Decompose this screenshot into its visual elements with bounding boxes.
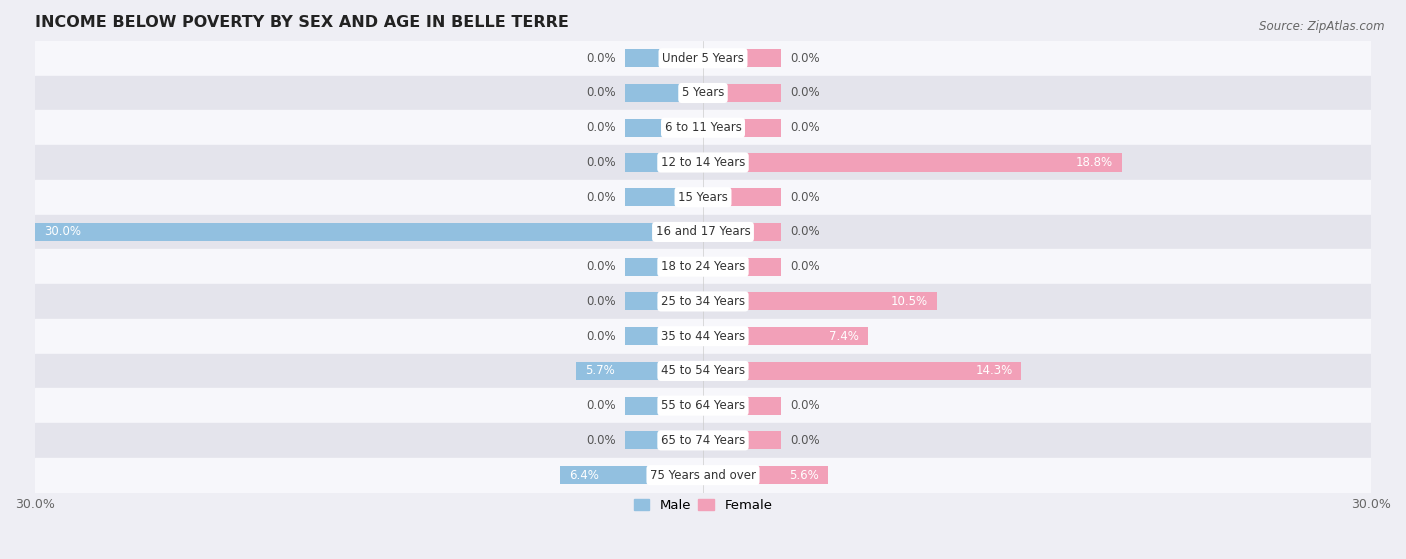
Bar — [703, 49, 780, 67]
Bar — [703, 362, 1021, 380]
Bar — [35, 458, 1371, 492]
Text: 10.5%: 10.5% — [891, 295, 928, 308]
Text: 0.0%: 0.0% — [586, 121, 616, 134]
Bar — [703, 432, 780, 449]
Bar — [626, 188, 703, 206]
Bar — [35, 353, 1371, 389]
Text: 0.0%: 0.0% — [790, 87, 820, 100]
Text: 5.6%: 5.6% — [789, 468, 818, 482]
Bar — [35, 180, 1371, 215]
Bar — [576, 362, 703, 380]
Bar — [703, 327, 868, 345]
Bar — [703, 292, 936, 310]
Text: 55 to 64 Years: 55 to 64 Years — [661, 399, 745, 412]
Text: Source: ZipAtlas.com: Source: ZipAtlas.com — [1260, 20, 1385, 32]
Text: 0.0%: 0.0% — [790, 260, 820, 273]
Bar — [561, 466, 703, 484]
Text: 0.0%: 0.0% — [790, 225, 820, 239]
Text: 65 to 74 Years: 65 to 74 Years — [661, 434, 745, 447]
Text: Under 5 Years: Under 5 Years — [662, 52, 744, 65]
Text: 0.0%: 0.0% — [790, 121, 820, 134]
Text: 5.7%: 5.7% — [585, 364, 614, 377]
Text: 14.3%: 14.3% — [976, 364, 1012, 377]
Bar — [703, 84, 780, 102]
Text: 0.0%: 0.0% — [586, 191, 616, 203]
Text: INCOME BELOW POVERTY BY SEX AND AGE IN BELLE TERRE: INCOME BELOW POVERTY BY SEX AND AGE IN B… — [35, 15, 569, 30]
Text: 35 to 44 Years: 35 to 44 Years — [661, 330, 745, 343]
Legend: Male, Female: Male, Female — [628, 494, 778, 518]
Text: 0.0%: 0.0% — [790, 399, 820, 412]
Text: 0.0%: 0.0% — [586, 52, 616, 65]
Text: 18 to 24 Years: 18 to 24 Years — [661, 260, 745, 273]
Bar — [703, 397, 780, 415]
Bar — [703, 258, 780, 276]
Text: 0.0%: 0.0% — [790, 434, 820, 447]
Bar — [626, 49, 703, 67]
Bar — [35, 423, 1371, 458]
Bar — [35, 215, 1371, 249]
Bar — [35, 389, 1371, 423]
Text: 30.0%: 30.0% — [44, 225, 80, 239]
Bar — [35, 145, 1371, 180]
Bar — [703, 188, 780, 206]
Text: 6.4%: 6.4% — [569, 468, 599, 482]
Text: 75 Years and over: 75 Years and over — [650, 468, 756, 482]
Bar — [703, 223, 780, 241]
Text: 12 to 14 Years: 12 to 14 Years — [661, 156, 745, 169]
Bar — [35, 284, 1371, 319]
Bar — [626, 154, 703, 172]
Text: 7.4%: 7.4% — [830, 330, 859, 343]
Text: 0.0%: 0.0% — [586, 295, 616, 308]
Bar — [35, 75, 1371, 110]
Bar — [35, 41, 1371, 75]
Text: 16 and 17 Years: 16 and 17 Years — [655, 225, 751, 239]
Bar — [626, 119, 703, 137]
Text: 0.0%: 0.0% — [790, 52, 820, 65]
Text: 0.0%: 0.0% — [586, 434, 616, 447]
Text: 15 Years: 15 Years — [678, 191, 728, 203]
Bar — [626, 397, 703, 415]
Text: 0.0%: 0.0% — [586, 156, 616, 169]
Bar — [703, 119, 780, 137]
Text: 0.0%: 0.0% — [586, 399, 616, 412]
Bar — [35, 319, 1371, 353]
Text: 0.0%: 0.0% — [586, 87, 616, 100]
Text: 0.0%: 0.0% — [790, 191, 820, 203]
Text: 25 to 34 Years: 25 to 34 Years — [661, 295, 745, 308]
Bar — [626, 432, 703, 449]
Bar — [626, 258, 703, 276]
Bar — [703, 466, 828, 484]
Bar — [35, 223, 703, 241]
Bar — [626, 84, 703, 102]
Text: 0.0%: 0.0% — [586, 330, 616, 343]
Bar — [35, 110, 1371, 145]
Bar — [626, 327, 703, 345]
Text: 5 Years: 5 Years — [682, 87, 724, 100]
Text: 45 to 54 Years: 45 to 54 Years — [661, 364, 745, 377]
Bar — [703, 154, 1122, 172]
Bar — [35, 249, 1371, 284]
Bar — [626, 292, 703, 310]
Text: 0.0%: 0.0% — [586, 260, 616, 273]
Text: 18.8%: 18.8% — [1076, 156, 1112, 169]
Text: 6 to 11 Years: 6 to 11 Years — [665, 121, 741, 134]
